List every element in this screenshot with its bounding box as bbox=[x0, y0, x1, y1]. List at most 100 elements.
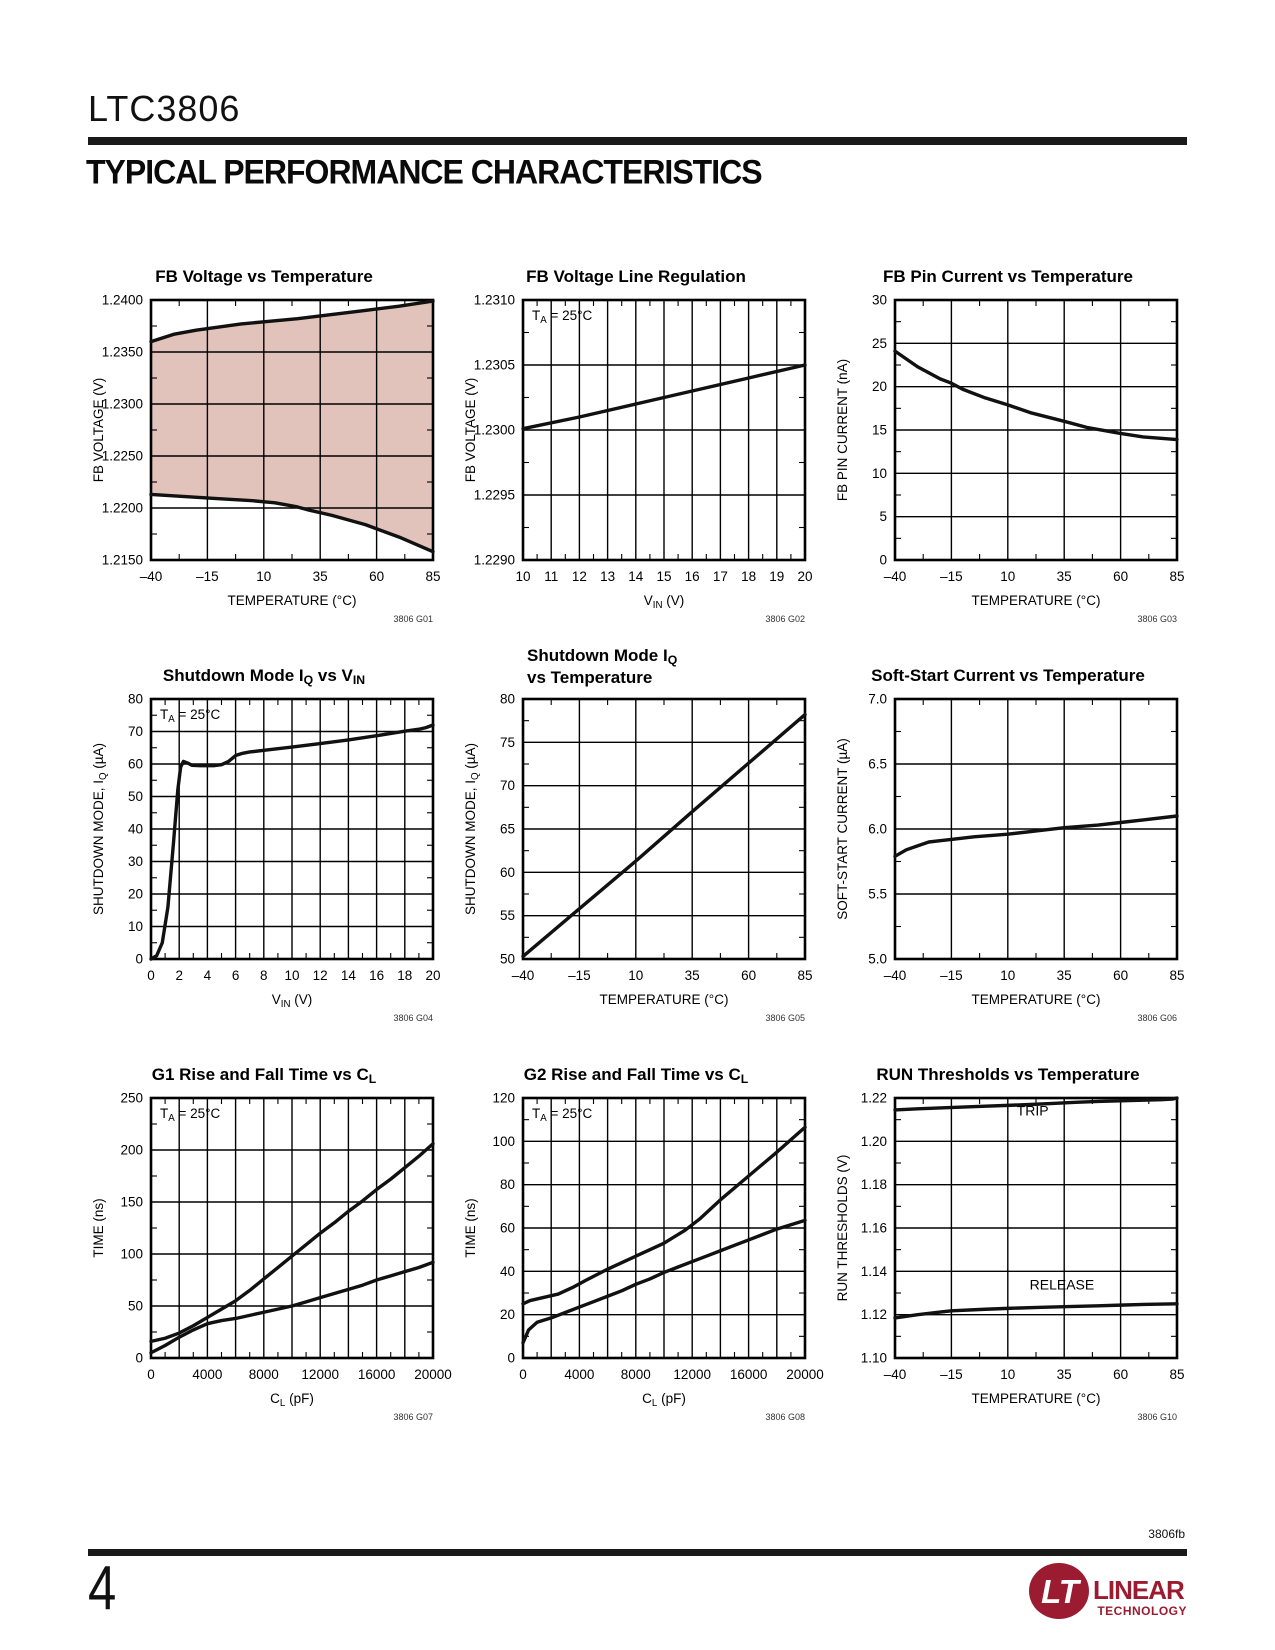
svg-text:60: 60 bbox=[1113, 569, 1128, 584]
svg-text:19: 19 bbox=[769, 569, 784, 584]
svg-text:–15: –15 bbox=[196, 569, 219, 584]
svg-text:20000: 20000 bbox=[414, 1367, 452, 1382]
svg-text:FB PIN CURRENT (nA): FB PIN CURRENT (nA) bbox=[835, 359, 850, 501]
section-title: TYPICAL PERFORMANCE CHARACTERISTICS bbox=[86, 152, 763, 191]
curve-release bbox=[893, 1302, 1179, 1320]
svg-text:0: 0 bbox=[507, 1351, 515, 1366]
svg-text:10: 10 bbox=[128, 919, 143, 934]
chart-g04: Shutdown Mode IQ vs VIN TA = 25°C 0 2 4 6 8 10 1… bbox=[91, 666, 441, 1023]
svg-text:Soft-Start Current vs Temperat: Soft-Start Current vs Temperature bbox=[871, 666, 1145, 685]
svg-text:12: 12 bbox=[572, 569, 587, 584]
svg-text:1.22: 1.22 bbox=[861, 1091, 887, 1106]
svg-text:1.2305: 1.2305 bbox=[474, 358, 515, 373]
svg-text:60: 60 bbox=[1113, 1367, 1128, 1382]
svg-text:35: 35 bbox=[1057, 569, 1072, 584]
svg-text:60: 60 bbox=[500, 1221, 515, 1236]
chart-g02: FB Voltage Line Regulation TA = 25°C 10 11 1… bbox=[463, 267, 813, 624]
svg-text:1.2150: 1.2150 bbox=[102, 553, 143, 568]
svg-text:20000: 20000 bbox=[786, 1367, 824, 1382]
svg-text:0: 0 bbox=[147, 968, 155, 983]
svg-text:10: 10 bbox=[515, 569, 530, 584]
svg-text:RELEASE: RELEASE bbox=[1030, 1277, 1095, 1293]
svg-text:TIME (ns): TIME (ns) bbox=[463, 1198, 478, 1257]
svg-text:20: 20 bbox=[797, 569, 812, 584]
svg-text:60: 60 bbox=[1113, 968, 1128, 983]
chart-g01: FB Voltage vs Temperature –40 –15 10 35 60 85 1… bbox=[91, 267, 441, 624]
svg-text:10: 10 bbox=[284, 968, 299, 983]
chart-g01-band bbox=[151, 301, 433, 552]
svg-text:35: 35 bbox=[1057, 1367, 1072, 1382]
svg-text:3806 G07: 3806 G07 bbox=[393, 1412, 433, 1422]
curve-soft-start-current bbox=[893, 814, 1179, 859]
svg-text:TIME (ns): TIME (ns) bbox=[91, 1198, 106, 1257]
svg-text:10: 10 bbox=[628, 968, 643, 983]
svg-text:16000: 16000 bbox=[730, 1367, 768, 1382]
svg-text:12000: 12000 bbox=[673, 1367, 711, 1382]
svg-text:CL (pF): CL (pF) bbox=[270, 1391, 314, 1409]
svg-text:RUN Thresholds vs Temperature: RUN Thresholds vs Temperature bbox=[876, 1065, 1139, 1084]
logo-linear-text: LINEAR bbox=[1093, 1575, 1185, 1605]
svg-text:FB Voltage vs Temperature: FB Voltage vs Temperature bbox=[155, 267, 373, 286]
svg-text:12: 12 bbox=[313, 968, 328, 983]
svg-text:3806 G06: 3806 G06 bbox=[1137, 1013, 1177, 1023]
svg-text:15: 15 bbox=[656, 569, 671, 584]
svg-text:3806 G10: 3806 G10 bbox=[1137, 1412, 1177, 1422]
svg-text:G2 Rise and Fall Time vs CL: G2 Rise and Fall Time vs CL bbox=[524, 1065, 749, 1086]
svg-text:40: 40 bbox=[500, 1264, 515, 1279]
svg-text:30: 30 bbox=[872, 293, 887, 308]
svg-text:3806 G04: 3806 G04 bbox=[393, 1013, 433, 1023]
svg-text:8: 8 bbox=[260, 968, 268, 983]
svg-text:TEMPERATURE (°C): TEMPERATURE (°C) bbox=[972, 1391, 1101, 1406]
svg-text:5.0: 5.0 bbox=[868, 952, 887, 967]
svg-text:70: 70 bbox=[500, 778, 515, 793]
svg-text:1.2350: 1.2350 bbox=[102, 345, 143, 360]
svg-text:14: 14 bbox=[341, 968, 357, 983]
svg-text:FB VOLTAGE (V): FB VOLTAGE (V) bbox=[463, 378, 478, 483]
svg-text:150: 150 bbox=[120, 1195, 143, 1210]
chart-g06: Soft-Start Current vs Temperature –40 –15 1… bbox=[835, 666, 1185, 1023]
svg-text:40: 40 bbox=[128, 822, 143, 837]
svg-text:FB Voltage Line Regulation: FB Voltage Line Regulation bbox=[526, 267, 746, 286]
svg-text:–40: –40 bbox=[512, 968, 535, 983]
linear-technology-logo-svg: LT LINEAR TECHNOLOGY bbox=[1029, 1563, 1187, 1619]
svg-text:–15: –15 bbox=[940, 569, 963, 584]
svg-text:3806 G03: 3806 G03 bbox=[1137, 614, 1177, 624]
page-number: 4 bbox=[88, 1554, 117, 1623]
svg-text:10: 10 bbox=[1000, 1367, 1015, 1382]
svg-text:100: 100 bbox=[492, 1134, 515, 1149]
svg-text:60: 60 bbox=[369, 569, 384, 584]
svg-text:Shutdown Mode IQ vs VIN: Shutdown Mode IQ vs VIN bbox=[163, 666, 365, 687]
svg-text:60: 60 bbox=[500, 865, 515, 880]
chart-g07: G1 Rise and Fall Time vs CL TA = 25°C 0 400… bbox=[91, 1065, 452, 1422]
svg-text:35: 35 bbox=[1057, 968, 1072, 983]
svg-text:–15: –15 bbox=[940, 1367, 963, 1382]
svg-text:8000: 8000 bbox=[249, 1367, 279, 1382]
svg-text:SHUTDOWN MODE, IQ (µA): SHUTDOWN MODE, IQ (µA) bbox=[463, 743, 481, 915]
svg-text:200: 200 bbox=[120, 1143, 143, 1158]
svg-text:1.16: 1.16 bbox=[861, 1221, 887, 1236]
curve-fb-pin-current bbox=[893, 349, 1179, 442]
svg-text:1.20: 1.20 bbox=[861, 1134, 887, 1149]
svg-text:11: 11 bbox=[544, 569, 558, 584]
svg-text:35: 35 bbox=[313, 569, 328, 584]
svg-text:CL (pF): CL (pF) bbox=[642, 1391, 686, 1409]
svg-text:TA = 25°C: TA = 25°C bbox=[532, 1106, 593, 1124]
svg-text:–40: –40 bbox=[884, 569, 907, 584]
svg-text:16: 16 bbox=[369, 968, 384, 983]
svg-text:G1 Rise and Fall Time vs CL: G1 Rise and Fall Time vs CL bbox=[152, 1065, 377, 1086]
svg-text:1.2250: 1.2250 bbox=[102, 449, 143, 464]
svg-text:10: 10 bbox=[1000, 569, 1015, 584]
svg-text:120: 120 bbox=[492, 1091, 515, 1106]
svg-text:16: 16 bbox=[685, 569, 700, 584]
chart-g03: FB Pin Current vs Temperature –40 –15 10 35 6… bbox=[835, 267, 1185, 624]
curve-trip bbox=[893, 1096, 1179, 1112]
svg-text:6.0: 6.0 bbox=[868, 822, 887, 837]
charts-grid: FB Voltage vs Temperature –40 –15 10 35 60 85 1… bbox=[83, 242, 1199, 1425]
curve-shutdown-iq-temp bbox=[521, 712, 807, 959]
lt-monogram-text: LT bbox=[1041, 1573, 1082, 1610]
svg-text:2: 2 bbox=[175, 968, 183, 983]
svg-text:70: 70 bbox=[128, 724, 143, 739]
curve-g2-rise bbox=[521, 1125, 807, 1306]
svg-text:3806 G01: 3806 G01 bbox=[393, 614, 433, 624]
svg-text:35: 35 bbox=[685, 968, 700, 983]
